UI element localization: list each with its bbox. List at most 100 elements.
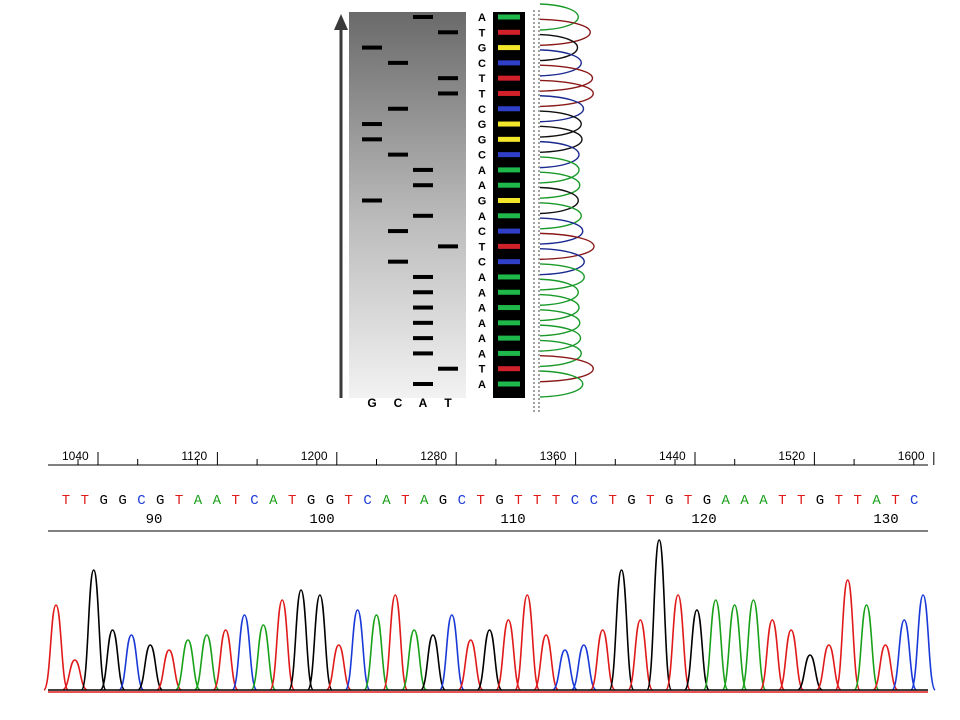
gel-trace-peak <box>539 186 579 215</box>
gel-trace-peak <box>539 49 582 77</box>
color-band <box>498 136 520 142</box>
gel-trace-peak <box>539 18 591 46</box>
gel-trace-peak <box>539 33 579 62</box>
base-call-letter: T <box>479 27 486 39</box>
base-call-letter: G <box>478 119 487 131</box>
color-band <box>498 320 520 326</box>
gel-band <box>388 60 408 65</box>
color-band <box>498 350 520 356</box>
lane-label: T <box>444 396 452 410</box>
color-band <box>498 45 520 51</box>
color-band <box>498 60 520 66</box>
gel-band <box>413 320 433 325</box>
base-call-letter: A <box>478 348 486 360</box>
base-call-letter: C <box>478 58 486 70</box>
color-band <box>498 167 520 173</box>
color-band <box>498 121 520 127</box>
color-band <box>498 335 520 341</box>
gel-trace-peak <box>539 3 579 31</box>
color-band <box>498 90 520 96</box>
color-band <box>498 152 520 158</box>
color-band <box>498 381 520 387</box>
gel-trace-peak <box>539 309 581 337</box>
gel-band <box>362 122 382 127</box>
gel-band <box>388 106 408 111</box>
color-band <box>498 243 520 249</box>
gel-trace-peak <box>539 156 580 184</box>
base-call-letter: A <box>478 333 486 345</box>
gel-band <box>438 91 458 96</box>
gel-trace-peak <box>539 217 584 245</box>
gel-trace-peak <box>539 278 579 306</box>
gel-trace-peak <box>539 370 584 398</box>
base-call-letter: A <box>478 180 486 192</box>
color-band <box>498 29 520 35</box>
gel-band <box>413 183 433 188</box>
gel-trace-peak <box>539 140 580 169</box>
lane-label: C <box>394 396 403 410</box>
gel-trace-peak <box>539 125 583 154</box>
base-call-letter: A <box>478 165 486 177</box>
gel-trace-peak <box>539 355 594 383</box>
gel-band <box>413 305 433 310</box>
gel-trace-peak <box>539 293 580 322</box>
gel-band <box>362 137 382 142</box>
gel-trace-peak <box>539 247 585 276</box>
base-call-letter: T <box>479 73 486 85</box>
base-call-letter: C <box>478 257 486 269</box>
color-band <box>498 228 520 234</box>
gel-trace-peak <box>539 171 581 199</box>
color-band <box>498 259 520 265</box>
gel-band <box>438 30 458 35</box>
gel-band <box>438 76 458 81</box>
gel-trace-peak <box>539 202 582 230</box>
base-call-letter: T <box>479 241 486 253</box>
base-call-letter: C <box>478 104 486 116</box>
gel-bands <box>362 15 458 386</box>
gel-band <box>413 351 433 356</box>
base-call-letter: A <box>478 318 486 330</box>
gel-band <box>413 336 433 341</box>
color-band <box>498 305 520 311</box>
gel-trace-peak <box>539 232 595 261</box>
base-call-letter: T <box>479 88 486 100</box>
lane-label: A <box>419 396 428 410</box>
gel-trace-peak <box>539 110 582 138</box>
migration-arrow-icon <box>334 14 348 30</box>
gel-trace-peak <box>539 79 594 108</box>
gel-band <box>413 274 433 279</box>
gel-trace-peak <box>539 263 585 291</box>
gel-band <box>362 198 382 203</box>
gel-chromatogram-trace <box>539 3 595 398</box>
gel-trace-peak <box>539 324 582 352</box>
gel-band <box>413 382 433 386</box>
base-call-letter: G <box>478 196 487 208</box>
color-band <box>498 182 520 188</box>
base-call-letter: A <box>478 303 486 315</box>
base-call-letter: G <box>478 43 487 55</box>
gel-band <box>413 290 433 295</box>
gel-band <box>413 213 433 218</box>
lane-label: G <box>367 396 376 410</box>
gel-band <box>413 167 433 172</box>
color-band <box>498 14 520 20</box>
gel-band <box>388 152 408 157</box>
base-call-letter: G <box>478 134 487 146</box>
base-call-letter: T <box>479 364 486 376</box>
base-call-letter: A <box>478 12 486 24</box>
base-call-letter: A <box>478 272 486 284</box>
color-band <box>498 289 520 295</box>
gel-trace-peak <box>539 95 585 123</box>
gel-band <box>388 229 408 234</box>
color-band <box>498 274 520 280</box>
base-call-letter: A <box>478 287 486 299</box>
gel-trace-peak <box>539 64 593 92</box>
color-band <box>498 106 520 112</box>
gel-trace-peak <box>539 339 582 368</box>
base-call-letter: A <box>478 211 486 223</box>
color-band <box>498 75 520 81</box>
color-band <box>498 198 520 203</box>
